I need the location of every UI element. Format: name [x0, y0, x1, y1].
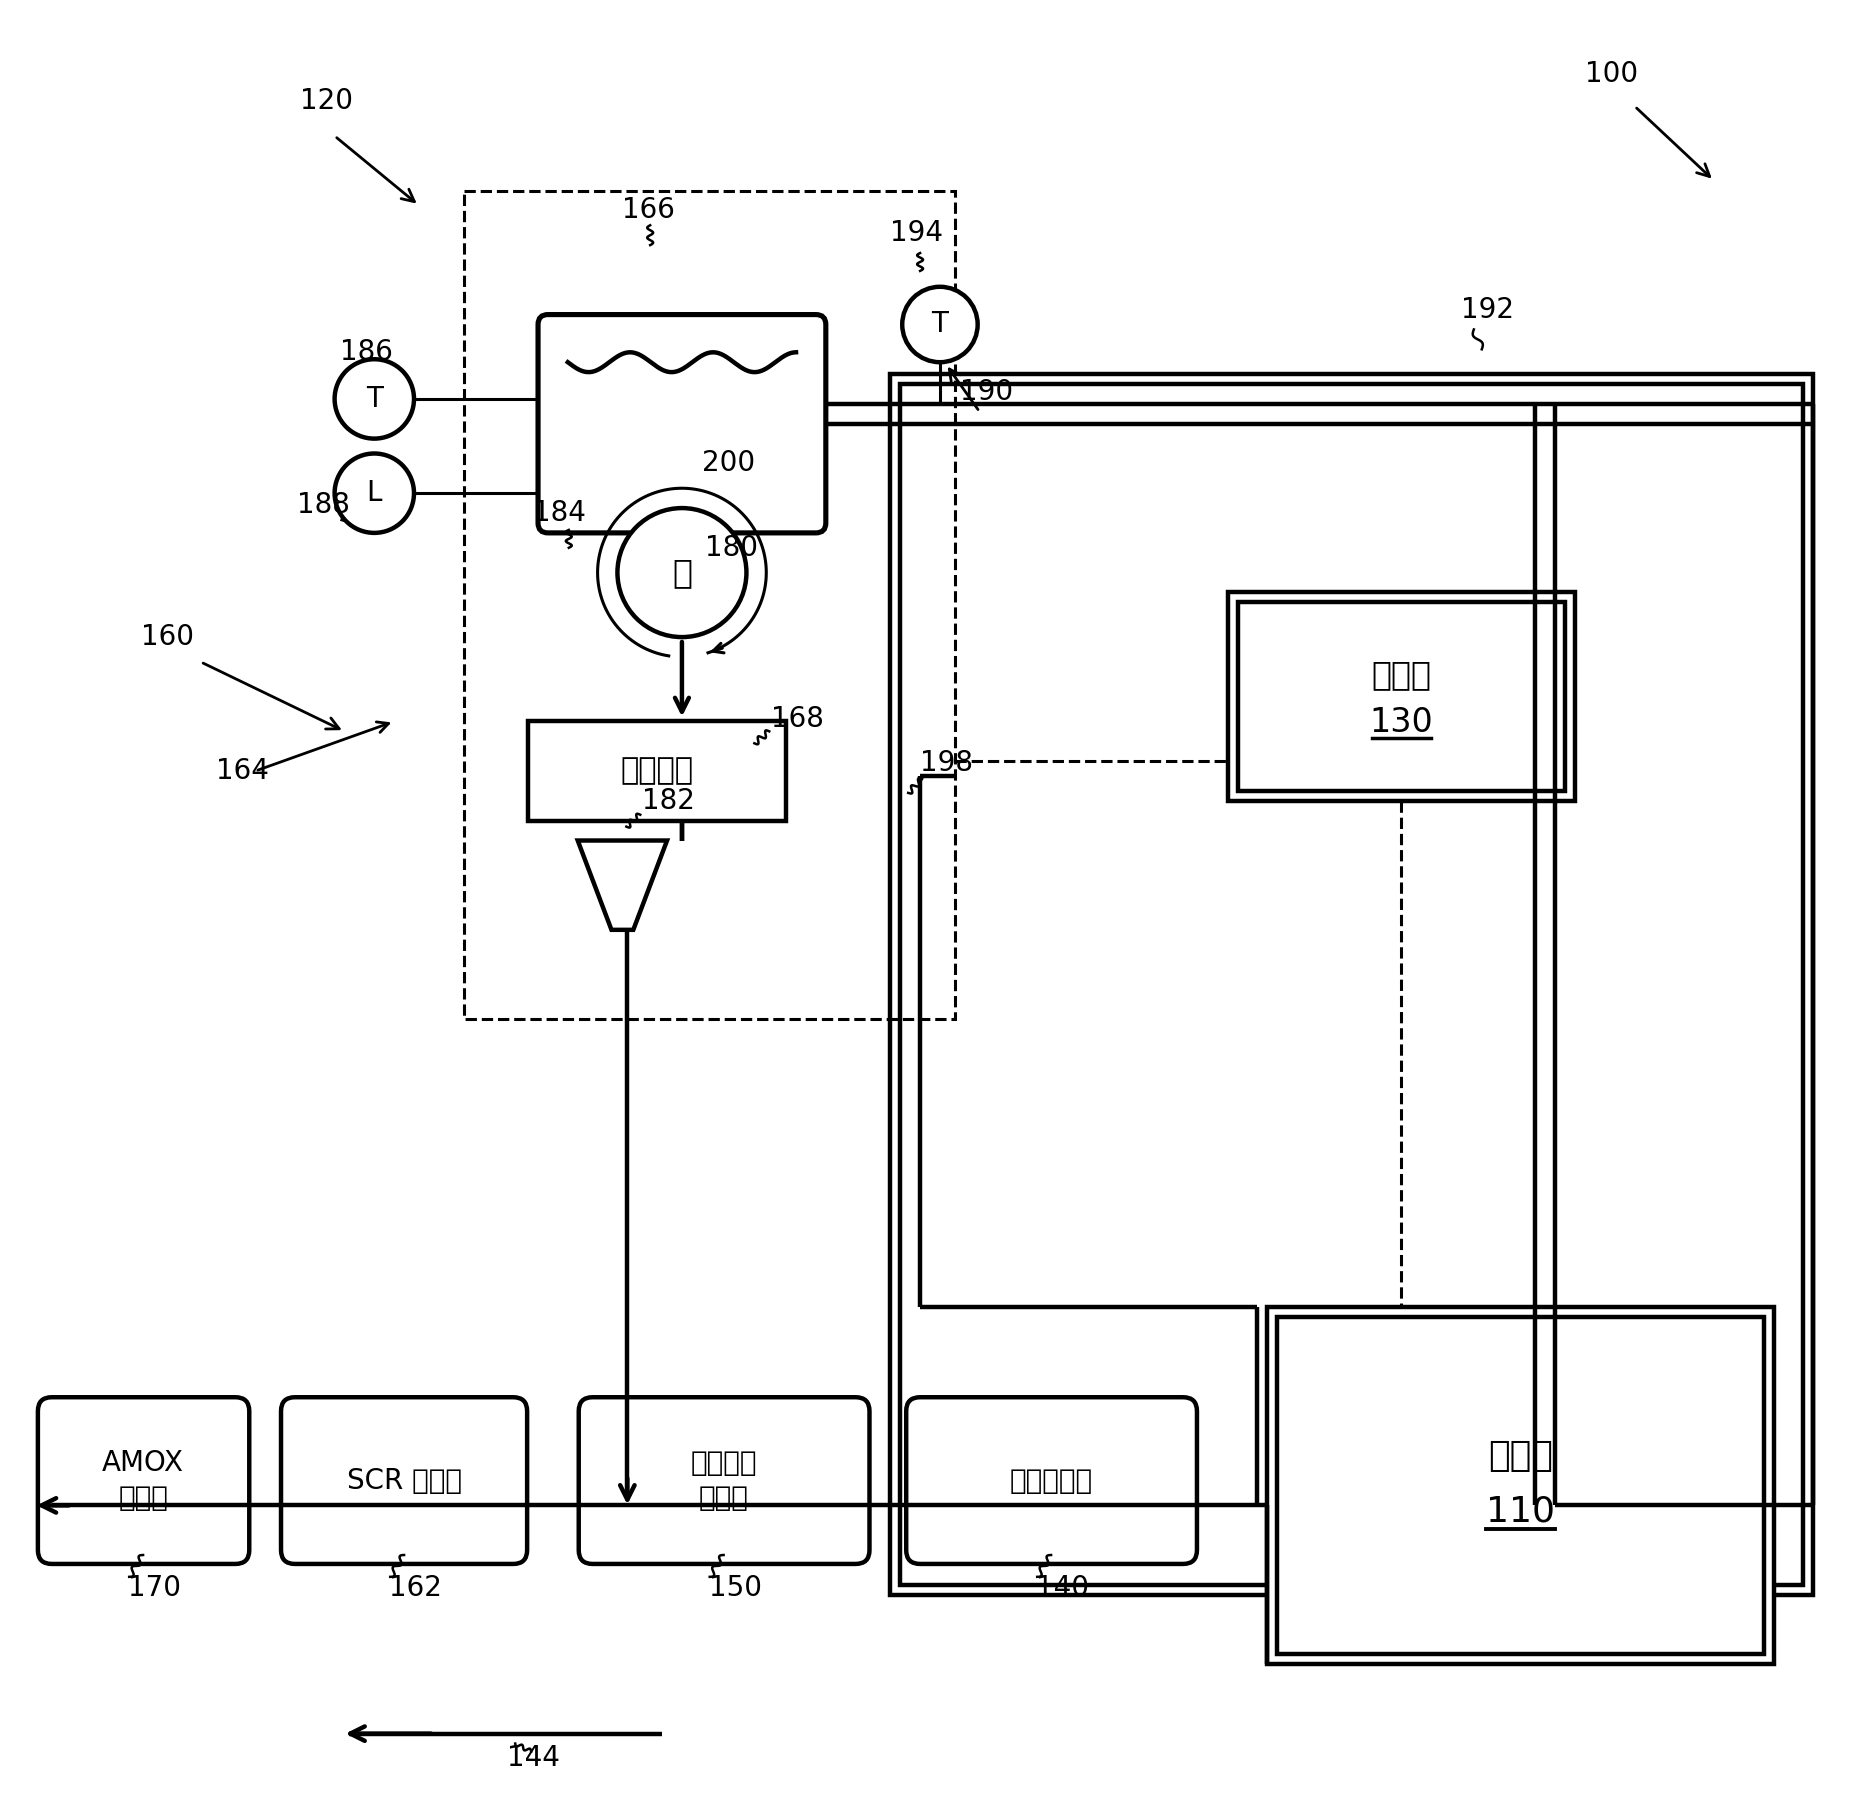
Bar	[464, 191, 954, 1019]
Polygon shape	[578, 841, 667, 930]
Text: 150: 150	[708, 1574, 761, 1602]
Text: 140: 140	[1036, 1574, 1089, 1602]
Text: 182: 182	[641, 786, 695, 815]
Text: 180: 180	[705, 534, 757, 561]
Text: 144: 144	[507, 1745, 559, 1772]
FancyBboxPatch shape	[906, 1397, 1197, 1564]
Text: 催化器: 催化器	[117, 1484, 168, 1513]
Text: T: T	[930, 311, 949, 338]
Text: AMOX: AMOX	[103, 1449, 185, 1476]
Text: 190: 190	[960, 378, 1012, 407]
Text: 184: 184	[533, 499, 585, 527]
Bar	[889, 374, 1812, 1594]
Bar	[900, 383, 1802, 1585]
Text: SCR 催化器: SCR 催化器	[347, 1467, 460, 1495]
FancyBboxPatch shape	[578, 1397, 869, 1564]
Bar	[1268, 1308, 1773, 1663]
Circle shape	[334, 360, 414, 439]
Text: 164: 164	[216, 757, 268, 785]
Text: 170: 170	[129, 1574, 181, 1602]
Text: 166: 166	[623, 196, 675, 225]
Text: 泵: 泵	[671, 556, 692, 588]
Bar	[528, 721, 787, 821]
Text: 120: 120	[300, 87, 352, 114]
Text: 氧化催化器: 氧化催化器	[1008, 1467, 1092, 1495]
Circle shape	[617, 508, 746, 637]
FancyBboxPatch shape	[537, 314, 826, 532]
Text: 控制器: 控制器	[1370, 657, 1430, 692]
Circle shape	[902, 287, 977, 361]
FancyBboxPatch shape	[281, 1397, 528, 1564]
Bar	[1277, 1317, 1763, 1654]
Circle shape	[334, 454, 414, 532]
Text: 200: 200	[701, 449, 755, 478]
Text: 162: 162	[390, 1574, 442, 1602]
Text: 194: 194	[889, 220, 943, 247]
Text: 168: 168	[772, 705, 824, 734]
Text: 100: 100	[1584, 60, 1637, 89]
Text: 110: 110	[1486, 1495, 1555, 1529]
Text: 发动机: 发动机	[1487, 1438, 1553, 1473]
Text: 微粒物质: 微粒物质	[690, 1449, 757, 1476]
Text: 130: 130	[1368, 706, 1433, 739]
Text: 192: 192	[1460, 296, 1514, 323]
Text: 递送机构: 递送机构	[621, 757, 693, 786]
Text: 188: 188	[296, 490, 350, 519]
Text: T: T	[365, 385, 382, 412]
Text: 186: 186	[339, 338, 391, 367]
Text: L: L	[367, 479, 382, 507]
Bar	[1227, 592, 1575, 801]
Text: 过滤器: 过滤器	[699, 1484, 747, 1513]
Text: 160: 160	[142, 623, 194, 652]
FancyBboxPatch shape	[37, 1397, 250, 1564]
Bar	[1238, 603, 1564, 792]
Text: 198: 198	[919, 750, 973, 777]
